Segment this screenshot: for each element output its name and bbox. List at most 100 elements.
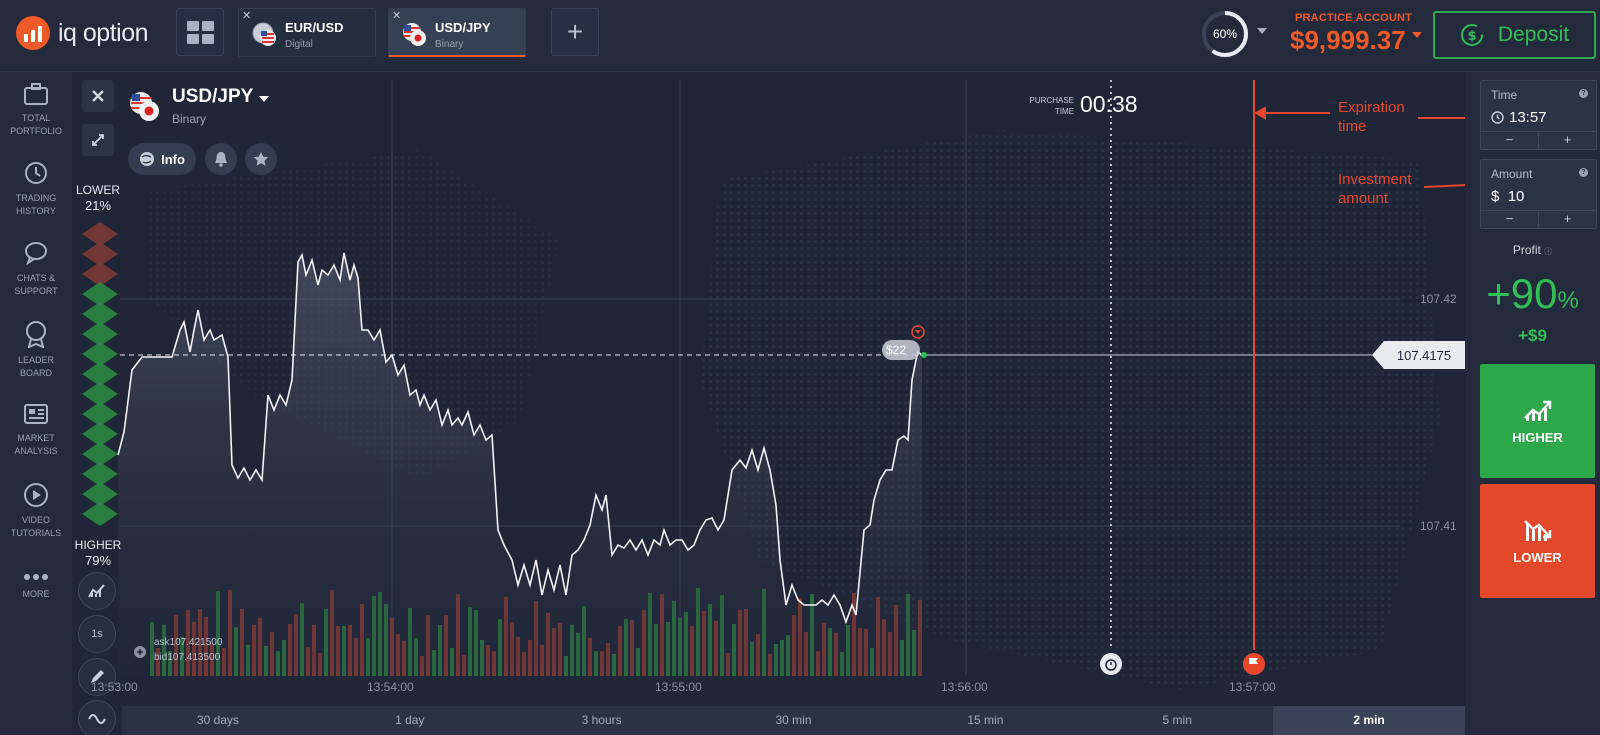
amount-label: Amount	[1491, 167, 1533, 181]
sidebar-label: MARKET	[17, 433, 55, 443]
expiration-time-field[interactable]: Time ? 13:57 − +	[1480, 80, 1597, 150]
time-value-wrap: 13:57	[1491, 109, 1547, 126]
amount-field[interactable]: Amount ? $ 10 − +	[1480, 159, 1597, 229]
add-tab-button[interactable]: +	[551, 8, 599, 56]
account-balance[interactable]: $9,999.37	[1290, 25, 1406, 55]
sidebar-label: TRADING	[15, 193, 57, 203]
help-icon[interactable]: ?	[1579, 89, 1588, 98]
deal-amount: $22	[886, 343, 907, 357]
tab-usdjpy[interactable]: ✕ USD/JPY Binary	[388, 8, 526, 57]
sidebar-label: TUTORIALS	[10, 528, 62, 538]
sidebar-item-history[interactable]: TRADING HISTORY	[0, 160, 72, 218]
favorite-button[interactable]	[245, 143, 277, 175]
sidebar-item-portfolio[interactable]: TOTAL PORTFOLIO	[0, 82, 72, 138]
briefcase-icon	[24, 83, 48, 105]
amount-stepper: − +	[1481, 210, 1596, 228]
expand-chart-button[interactable]	[82, 124, 114, 156]
decrease-amount-button[interactable]: −	[1505, 211, 1514, 226]
gauge-ring[interactable]	[1200, 9, 1250, 59]
close-tab-icon[interactable]: ✕	[242, 10, 252, 22]
alert-button[interactable]	[205, 143, 237, 175]
decrease-time-button[interactable]: −	[1505, 132, 1514, 147]
tab-eurusd[interactable]: ✕ EUR/USD Digital	[238, 8, 376, 57]
news-icon	[24, 404, 48, 424]
asset-grid-button[interactable]	[176, 8, 224, 56]
tab-kind: Digital	[285, 39, 313, 50]
sidebar-label: BOARD	[19, 368, 52, 378]
sidebar: TOTAL PORTFOLIO TRADING HISTORY CHATS & …	[0, 72, 72, 735]
chart-type-button[interactable]	[78, 572, 116, 610]
wave-icon	[88, 714, 106, 724]
period-option[interactable]: 5 min	[1162, 713, 1192, 727]
quote-icon	[134, 646, 146, 658]
x-axis-label: 13:53:00	[91, 680, 138, 694]
investment-annotation: Investment amount	[1338, 171, 1412, 207]
chevron-down-icon[interactable]	[1257, 28, 1267, 34]
sidebar-label: PORTFOLIO	[10, 126, 62, 136]
sidebar-item-chats[interactable]: CHATS & SUPPORT	[0, 240, 72, 298]
tab-pair: USD/JPY	[435, 20, 491, 35]
draw-tool-button[interactable]	[78, 658, 116, 696]
close-icon	[92, 90, 104, 102]
asset-kind: Binary	[172, 112, 207, 126]
higher-diamond	[82, 322, 118, 346]
higher-diamond	[82, 402, 118, 426]
logo-mark-icon	[16, 16, 50, 50]
chat-icon	[25, 242, 47, 266]
increase-amount-button[interactable]: +	[1538, 211, 1596, 228]
interval-button[interactable]: 1s	[78, 615, 116, 653]
pencil-icon	[91, 670, 104, 683]
amount-currency: $	[1491, 188, 1500, 205]
lower-diamond	[82, 262, 118, 286]
close-chart-button[interactable]	[82, 80, 114, 112]
period-option[interactable]: 30 min	[775, 713, 812, 727]
sidebar-label: SUPPORT	[14, 286, 58, 296]
sentiment-bar	[82, 222, 118, 526]
bell-icon	[215, 152, 227, 167]
time-value: 13:57	[1509, 109, 1547, 126]
info-button[interactable]: Info	[128, 143, 196, 175]
period-option[interactable]: 3 hours	[581, 713, 622, 727]
higher-diamond	[82, 382, 118, 406]
sidebar-item-more[interactable]: MORE	[0, 572, 72, 601]
logo[interactable]: iq option	[16, 16, 149, 50]
x-axis-label: 13:57:00	[1229, 680, 1276, 694]
trend-up-icon	[1523, 400, 1551, 421]
higher-diamond	[82, 282, 118, 306]
indicators-button[interactable]	[78, 700, 116, 735]
clock-icon	[1491, 111, 1504, 124]
chevron-down-icon[interactable]	[259, 96, 269, 102]
sidebar-label: MORE	[22, 589, 50, 599]
higher-diamond	[82, 462, 118, 486]
globe-icon	[140, 152, 155, 166]
sidebar-item-analysis[interactable]: MARKET ANALYSIS	[0, 402, 72, 458]
period-option-selected[interactable]: 2 min	[1273, 706, 1466, 735]
sidebar-label: LEADER	[17, 355, 54, 365]
chevron-down-icon[interactable]	[1412, 32, 1422, 38]
sidebar-label: TOTAL	[21, 113, 51, 123]
help-icon[interactable]: ⓘ	[1544, 247, 1553, 256]
period-option[interactable]: 30 days	[196, 713, 239, 727]
price-chart[interactable]	[72, 72, 1465, 735]
close-tab-icon[interactable]: ✕	[392, 10, 402, 22]
period-option[interactable]: 15 min	[967, 713, 1004, 727]
price-line	[117, 252, 923, 625]
logo-text: iq option	[58, 18, 149, 47]
sidebar-item-leaderboard[interactable]: LEADER BOARD	[0, 320, 72, 380]
sidebar-item-tutorials[interactable]: VIDEO TUTORIALS	[0, 482, 72, 540]
history-icon	[25, 162, 47, 184]
lower-button[interactable]: LOWER	[1480, 484, 1595, 598]
profit-label: Profit	[1512, 243, 1541, 257]
increase-time-button[interactable]: +	[1538, 132, 1596, 149]
deal-marker-bg	[882, 340, 920, 360]
x-axis-label: 13:56:00	[941, 680, 988, 694]
profit-label-wrap: Profit ⓘ	[1465, 243, 1600, 257]
period-option[interactable]: 1 day	[395, 713, 425, 727]
trend-down-icon	[1523, 519, 1551, 541]
chart-type-icon	[88, 584, 105, 598]
higher-diamond	[82, 442, 118, 466]
time-stepper: − +	[1481, 131, 1596, 149]
deposit-button[interactable]: $ Deposit	[1433, 11, 1596, 59]
help-icon[interactable]: ?	[1579, 168, 1588, 177]
higher-button[interactable]: HIGHER	[1480, 364, 1595, 478]
